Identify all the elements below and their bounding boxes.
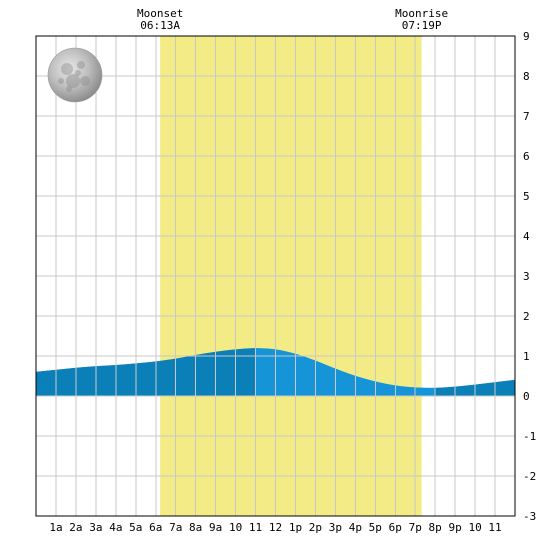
moon-crater [66,74,80,88]
y-tick-label: -3 [523,510,536,523]
x-tick-label: 9a [209,521,222,534]
x-tick-label: 6a [149,521,162,534]
moon-crater [77,61,85,69]
y-tick-label: -2 [523,470,536,483]
y-tick-label: 3 [523,270,530,283]
y-tick-label: 5 [523,190,530,203]
y-tick-label: 7 [523,110,530,123]
x-tick-label: 8a [189,521,202,534]
moon-crater [61,63,73,75]
full-moon-icon [47,47,103,103]
x-tick-label: 2p [309,521,322,534]
moon-crater [58,78,64,84]
y-tick-label: 1 [523,350,530,363]
x-tick-label: 1p [289,521,302,534]
x-tick-label: 7p [409,521,422,534]
x-tick-label: 5a [129,521,142,534]
plot-frame [35,35,516,517]
x-tick-labels: 1a 2a 3a 4a 5a 6a 7a 8a 9a 10 11 12 1p 2p 3p 4p 5p 6p 7p 8p… [49,521,501,534]
x-tick-label: 1a [49,521,62,534]
moon-event-label: Moonset [137,7,183,20]
x-tick-label: 6p [389,521,402,534]
tide-area-rising [35,348,256,397]
x-tick-label: 12 [269,521,282,534]
moon-disc [47,47,103,103]
y-tick-label: -1 [523,430,536,443]
x-tick-label: 3a [89,521,102,534]
x-tick-label: 10 [468,521,481,534]
x-tick-label: 10 [229,521,242,534]
moon-crater [80,76,90,86]
y-tick-label: 6 [523,150,530,163]
x-tick-label: 7a [169,521,182,534]
plot-frame-layer [35,35,516,517]
x-tick-label: 11 [488,521,501,534]
x-tick-label: 5p [369,521,382,534]
y-tick-label: 2 [523,310,530,323]
grid-layer [36,36,515,516]
moon-event-time: 07:19P [402,19,442,32]
moon-event-label: Moonrise [395,7,448,20]
x-tick-label: 3p [329,521,342,534]
moon-event-time: 06:13A [140,19,180,32]
x-tick-label: 4p [349,521,362,534]
y-tick-label: 4 [523,230,530,243]
x-tick-label: 9p [449,521,462,534]
y-tick-label: 0 [523,390,530,403]
x-tick-label: 8p [429,521,442,534]
x-tick-label: 2a [69,521,82,534]
x-tick-label: 4a [109,521,122,534]
y-tick-labels: 9 8 7 6 5 4 3 2 1 0 -1 -2 -3 [523,30,536,523]
moon-crater [66,86,72,92]
moon-crater [75,70,81,76]
y-tick-label: 8 [523,70,530,83]
x-tick-label: 11 [249,521,262,534]
tide-area-falling [255,348,436,397]
y-tick-label: 9 [523,30,530,43]
